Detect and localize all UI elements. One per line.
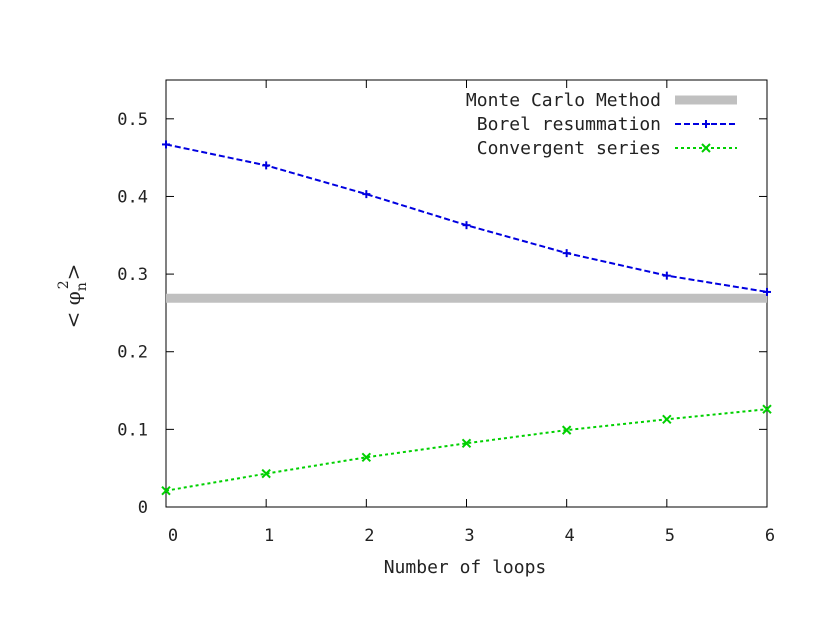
- data-point: [361, 452, 372, 463]
- y-tick-label: 0.1: [117, 420, 148, 440]
- data-point: [461, 438, 472, 449]
- marker-stroke: [762, 404, 772, 414]
- y-axis-title-base: < φ: [61, 291, 85, 328]
- data-point: [162, 140, 170, 149]
- svg-text:< φn2>: < φn2>: [56, 264, 90, 329]
- marker-stroke: [662, 414, 672, 424]
- marker-stroke: [461, 438, 472, 449]
- data-point: [262, 161, 271, 170]
- data-point: [161, 485, 171, 496]
- data-point: [762, 404, 772, 414]
- x-tick-label: 1: [264, 526, 274, 546]
- axis-ticks: 0 1 2 3 4 5 6 0 0.1 0.2 0.3 0.4 0.5: [117, 80, 775, 546]
- y-axis-title-close: >: [61, 264, 85, 281]
- marker-stroke: [161, 485, 171, 496]
- marker-stroke: [701, 143, 711, 153]
- marker-stroke: [561, 425, 572, 435]
- series-group: [161, 140, 772, 496]
- y-tick-label: 0.5: [117, 110, 148, 130]
- data-point: [462, 221, 471, 230]
- x-tick-label: 2: [364, 526, 374, 546]
- y-tick-label: 0: [138, 498, 148, 518]
- y-tick-label: 0.4: [117, 187, 148, 207]
- data-point: [561, 425, 572, 435]
- marker-stroke: [361, 452, 372, 463]
- data-point: [562, 249, 571, 258]
- data-point: [662, 271, 671, 280]
- data-point: [763, 287, 771, 296]
- y-tick-label: 0.3: [117, 265, 148, 285]
- x-tick-label: 6: [765, 526, 775, 546]
- legend-label: Borel resummation: [477, 114, 661, 135]
- y-axis-title-superscript: 2: [56, 280, 72, 289]
- y-axis-title: < φn2>: [56, 264, 90, 329]
- data-point: [662, 414, 672, 424]
- x-tick-label: 0: [168, 526, 178, 546]
- series-line-1: [165, 143, 768, 293]
- y-tick-label: 0.2: [117, 343, 148, 363]
- x-axis-title: Number of loops: [384, 557, 547, 578]
- legend-marker: [702, 120, 710, 128]
- legend: Monte Carlo Method Borel resummation Conve…: [466, 90, 737, 159]
- series-line-2: [165, 408, 768, 492]
- legend-label: Monte Carlo Method: [466, 90, 661, 111]
- data-point: [261, 468, 271, 479]
- data-point: [362, 190, 371, 199]
- x-tick-label: 5: [665, 526, 675, 546]
- legend-marker: [701, 143, 711, 153]
- x-tick-label: 3: [464, 526, 474, 546]
- legend-label: Convergent series: [477, 138, 661, 159]
- marker-stroke: [261, 468, 271, 479]
- y-axis-title-subscript: n: [74, 282, 90, 291]
- x-tick-label: 4: [565, 526, 575, 546]
